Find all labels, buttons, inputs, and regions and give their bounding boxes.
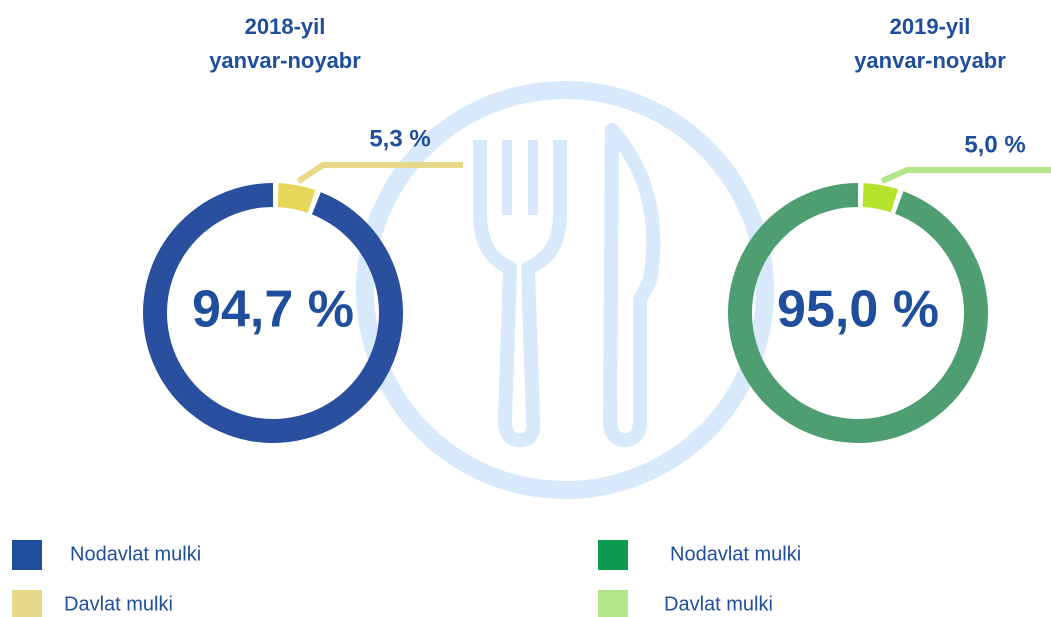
chart-subtitle: yanvar-noyabr (209, 48, 361, 73)
legend-label: Nodavlat mulki (670, 543, 801, 565)
legend-label: Davlat mulki (664, 593, 773, 615)
donut-segment (277, 183, 316, 213)
legend-swatch (598, 590, 628, 617)
center-label: 95,0 % (777, 281, 939, 339)
chart-subtitle: yanvar-noyabr (854, 48, 1006, 73)
chart-title: 2019-yil (890, 14, 971, 39)
leader-line (296, 162, 463, 184)
legend-swatch (598, 540, 628, 570)
center-label: 94,7 % (192, 281, 354, 339)
legend-label: Nodavlat mulki (70, 543, 201, 565)
segment-label: 5,0 % (964, 131, 1025, 158)
legend-label: Davlat mulki (64, 593, 173, 615)
legend-swatch (12, 590, 42, 617)
background-icon (356, 81, 774, 499)
legend-swatch (12, 540, 42, 570)
leader-line (880, 167, 1051, 184)
donut-segment (862, 183, 899, 213)
chart-title: 2018-yil (245, 14, 326, 39)
segment-label: 5,3 % (369, 125, 430, 152)
